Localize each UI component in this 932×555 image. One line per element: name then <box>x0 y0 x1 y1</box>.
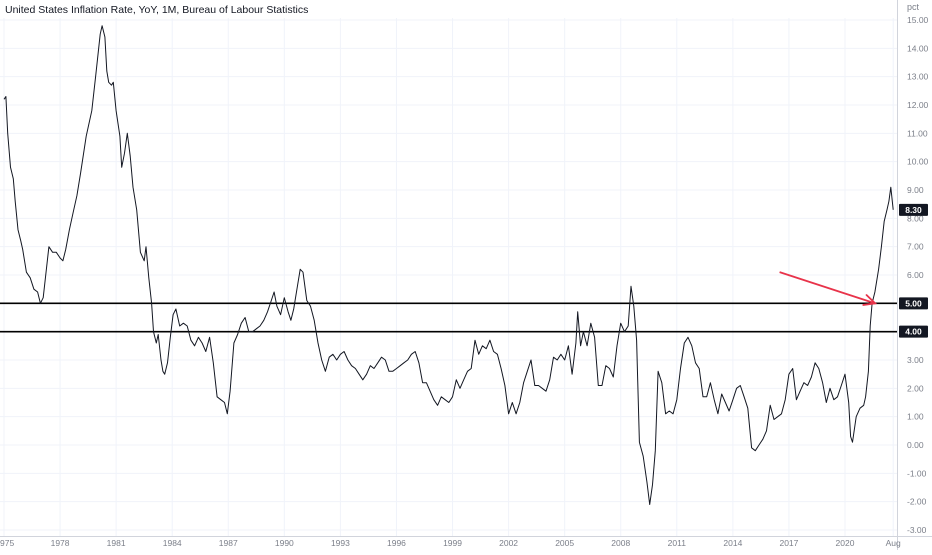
y-tick-label: 8.00 <box>907 213 924 223</box>
price-label-box <box>899 297 928 310</box>
y-tick-label: 9.00 <box>907 185 924 195</box>
y-axis-unit-label: pct <box>907 2 920 12</box>
chart-title: United States Inflation Rate, YoY, 1M, B… <box>5 4 309 16</box>
x-tick-label: Aug <box>886 538 901 548</box>
y-tick-label: 13.00 <box>907 72 929 82</box>
y-tick-label: 15.00 <box>907 15 929 25</box>
x-tick-label: 2014 <box>723 538 742 548</box>
price-label-text: 4.00 <box>905 327 922 337</box>
annotation-arrow-head <box>862 294 878 306</box>
y-tick-label: 14.00 <box>907 43 929 53</box>
x-tick-label: 1996 <box>387 538 406 548</box>
price-label-text: 5.00 <box>905 298 922 308</box>
y-tick-label: 10.00 <box>907 157 929 167</box>
price-label-box <box>899 203 928 216</box>
price-label-box <box>899 325 928 338</box>
x-tick-label: 1984 <box>163 538 182 548</box>
y-tick-label: 3.00 <box>907 355 924 365</box>
x-tick-label: 2002 <box>499 538 518 548</box>
x-tick-label: 1987 <box>219 538 238 548</box>
x-tick-label: 975 <box>0 538 14 548</box>
y-tick-label: -1.00 <box>907 468 927 478</box>
y-tick-label: 11.00 <box>907 128 928 138</box>
y-tick-label: 1.00 <box>907 412 924 422</box>
x-tick-label: 2011 <box>668 538 687 548</box>
y-tick-label: 12.00 <box>907 100 929 110</box>
x-tick-label: 1978 <box>51 538 70 548</box>
x-tick-label: 2008 <box>611 538 630 548</box>
x-tick-label: 2017 <box>779 538 798 548</box>
x-tick-label: 1981 <box>107 538 126 548</box>
y-tick-label: 7.00 <box>907 242 924 252</box>
inflation-series-line <box>3 25 894 505</box>
x-tick-label: 1993 <box>331 538 350 548</box>
price-label-text: 8.30 <box>905 205 922 215</box>
annotation-arrow-shaft <box>779 271 876 305</box>
y-tick-label: 0.00 <box>907 440 924 450</box>
y-tick-label: -3.00 <box>907 525 927 535</box>
x-tick-label: 1999 <box>443 538 462 548</box>
y-tick-label: -2.00 <box>907 497 927 507</box>
y-tick-label: 6.00 <box>907 270 924 280</box>
x-tick-label: 2005 <box>555 538 574 548</box>
x-tick-label: 1990 <box>275 538 294 548</box>
x-tick-label: 2020 <box>836 538 855 548</box>
y-tick-label: 2.00 <box>907 383 924 393</box>
